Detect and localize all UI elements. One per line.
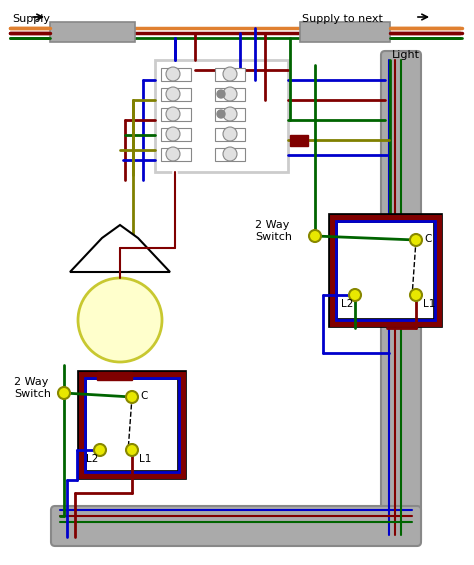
Bar bbox=[290, 135, 308, 146]
Text: L2: L2 bbox=[86, 454, 99, 464]
Circle shape bbox=[166, 147, 180, 161]
Bar bbox=[161, 88, 191, 101]
Text: 2 Way: 2 Way bbox=[255, 220, 289, 230]
Bar bbox=[333, 218, 438, 323]
Bar bbox=[333, 218, 438, 323]
Text: Supply: Supply bbox=[12, 14, 50, 24]
Bar bbox=[82, 375, 182, 475]
Circle shape bbox=[410, 234, 422, 246]
Bar bbox=[82, 375, 182, 475]
Circle shape bbox=[217, 110, 225, 118]
Circle shape bbox=[126, 391, 138, 403]
Text: Supply to next: Supply to next bbox=[302, 14, 383, 24]
Bar bbox=[215, 108, 245, 121]
Bar bbox=[155, 60, 288, 172]
Text: L1: L1 bbox=[139, 454, 151, 464]
Circle shape bbox=[166, 87, 180, 101]
Circle shape bbox=[410, 289, 422, 301]
Bar bbox=[333, 218, 438, 323]
Bar bbox=[161, 108, 191, 121]
Text: C: C bbox=[140, 391, 147, 401]
Text: L1: L1 bbox=[423, 299, 436, 309]
Circle shape bbox=[309, 230, 321, 242]
Circle shape bbox=[223, 87, 237, 101]
FancyBboxPatch shape bbox=[381, 51, 421, 544]
FancyBboxPatch shape bbox=[51, 506, 421, 546]
Circle shape bbox=[349, 289, 361, 301]
Bar bbox=[85, 378, 179, 472]
Circle shape bbox=[223, 147, 237, 161]
Circle shape bbox=[94, 444, 106, 456]
Bar bbox=[215, 148, 245, 161]
Circle shape bbox=[166, 127, 180, 141]
Bar bbox=[161, 68, 191, 81]
Bar bbox=[161, 148, 191, 161]
Text: Switch: Switch bbox=[14, 389, 51, 399]
Bar bbox=[215, 68, 245, 81]
Bar bbox=[215, 88, 245, 101]
Bar bbox=[161, 128, 191, 141]
Circle shape bbox=[223, 67, 237, 81]
Bar bbox=[300, 22, 390, 42]
Text: Light: Light bbox=[392, 50, 420, 60]
Text: C: C bbox=[424, 234, 431, 244]
Text: L2: L2 bbox=[341, 299, 354, 309]
Circle shape bbox=[78, 278, 162, 362]
Circle shape bbox=[223, 127, 237, 141]
Text: 2 Way: 2 Way bbox=[14, 377, 48, 387]
Text: Switch: Switch bbox=[255, 232, 292, 242]
Bar bbox=[215, 128, 245, 141]
Bar bbox=[50, 22, 135, 42]
Circle shape bbox=[223, 107, 237, 121]
Polygon shape bbox=[70, 225, 170, 272]
Bar bbox=[336, 221, 435, 320]
Bar bbox=[82, 375, 182, 475]
Circle shape bbox=[58, 387, 70, 399]
Circle shape bbox=[166, 107, 180, 121]
Circle shape bbox=[217, 90, 225, 98]
Circle shape bbox=[166, 67, 180, 81]
Circle shape bbox=[126, 444, 138, 456]
Bar bbox=[97, 372, 132, 380]
